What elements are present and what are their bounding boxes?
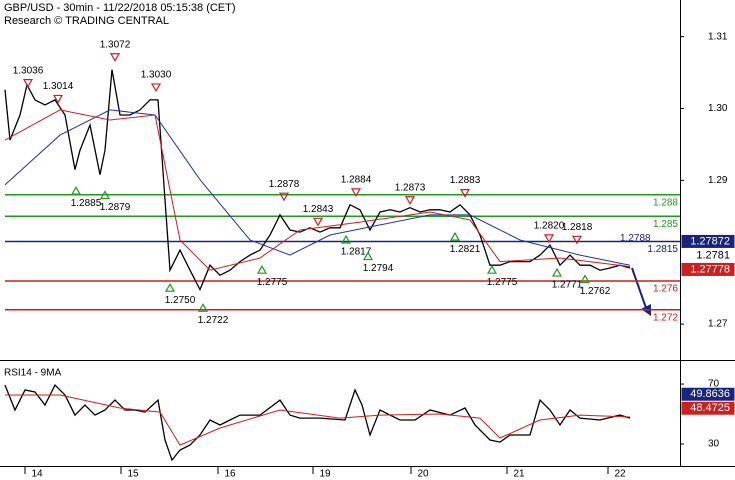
price-tag-label: 49.8636 (690, 388, 730, 400)
price-tag (681, 262, 735, 276)
low-label: 1.2817 (341, 247, 372, 258)
low-label: 1.2821 (450, 244, 481, 255)
high-marker (109, 53, 121, 62)
low-marker (362, 251, 374, 261)
low-marker (579, 274, 591, 284)
series-line (5, 394, 631, 446)
low-marker (486, 264, 498, 274)
low-marker (164, 282, 176, 292)
high-marker (404, 196, 416, 205)
high-label: 1.2820 (534, 221, 565, 232)
high-label: 1.3072 (100, 39, 131, 50)
high-label: 1.2873 (395, 182, 426, 193)
price-tag-label: 1.27778 (690, 263, 730, 275)
low-marker (340, 234, 352, 244)
series-line (4, 384, 631, 462)
chart-subtitle: Research © TRADING CENTRAL (4, 15, 169, 27)
low-label: 1.2771 (552, 280, 583, 291)
high-label: 1.2878 (269, 179, 300, 190)
high-marker (278, 192, 290, 202)
high-marker (22, 79, 34, 88)
y-tick-label: 1.30 (708, 103, 728, 114)
high-label: 1.2843 (303, 204, 334, 215)
high-marker (543, 234, 555, 244)
level-label: 1.2815 (647, 244, 678, 255)
price-tag-label: 1.2781 (696, 249, 730, 261)
y-tick-label: 70 (708, 379, 720, 390)
level-label: 1.276 (653, 284, 678, 295)
high-label: 1.3030 (141, 70, 172, 81)
low-label: 1.2750 (165, 295, 196, 306)
y-tick-label: 1.31 (708, 31, 728, 42)
low-label: 1.2775 (487, 277, 518, 288)
x-tick-label: 16 (224, 469, 236, 480)
forecast-arrow (631, 267, 647, 309)
y-tick-label: 1.27 (708, 319, 728, 330)
low-marker (99, 190, 111, 200)
y-tick-label: 30 (708, 439, 720, 450)
high-label: 1.2883 (450, 175, 481, 186)
high-marker (459, 188, 471, 198)
low-marker (70, 185, 82, 195)
low-marker (449, 231, 461, 241)
level-label: 1.285 (653, 219, 678, 230)
level-label: 1.272 (653, 312, 678, 323)
price-tag-label: 1.27872 (690, 235, 730, 247)
x-tick-label: 21 (513, 469, 525, 480)
high-marker (350, 188, 362, 198)
low-label: 1.2762 (580, 286, 611, 297)
rsi-title: RSI14 - 9MA (4, 368, 62, 379)
x-tick-label: 19 (319, 469, 331, 480)
price-tag (681, 387, 735, 401)
low-label: 1.2722 (198, 315, 229, 326)
low-marker (197, 303, 209, 312)
chart-title: GBP/USD - 30min - 11/22/2018 05:15:38 (C… (4, 2, 236, 14)
x-tick-label: 15 (127, 469, 139, 480)
level-label: 1.288 (653, 197, 678, 208)
high-marker (150, 83, 162, 93)
x-tick-label: 14 (31, 469, 43, 480)
high-marker (312, 217, 324, 227)
x-tick-label: 20 (417, 469, 429, 480)
high-label: 1.3014 (43, 81, 74, 92)
low-label: 1.2775 (257, 277, 288, 288)
series-line (4, 109, 631, 266)
high-label: 1.3036 (13, 65, 44, 76)
low-marker (256, 264, 268, 274)
price-tag (681, 401, 735, 415)
high-label: 1.2818 (562, 222, 593, 233)
level-note: 1.2788 (620, 233, 651, 244)
price-tag (681, 248, 735, 262)
high-label: 1.2884 (341, 175, 372, 186)
y-tick-label: 1.29 (708, 175, 728, 186)
high-marker (571, 235, 583, 245)
low-label: 1.2879 (100, 202, 131, 213)
low-marker (551, 267, 563, 277)
series-line (4, 69, 631, 292)
low-label: 1.2794 (363, 263, 394, 274)
price-tag-label: 48.4725 (690, 402, 730, 414)
high-marker (52, 94, 64, 104)
low-label: 1.2885 (71, 198, 102, 209)
price-tag (681, 234, 735, 248)
series-line (4, 109, 631, 271)
x-tick-label: 22 (614, 469, 626, 480)
